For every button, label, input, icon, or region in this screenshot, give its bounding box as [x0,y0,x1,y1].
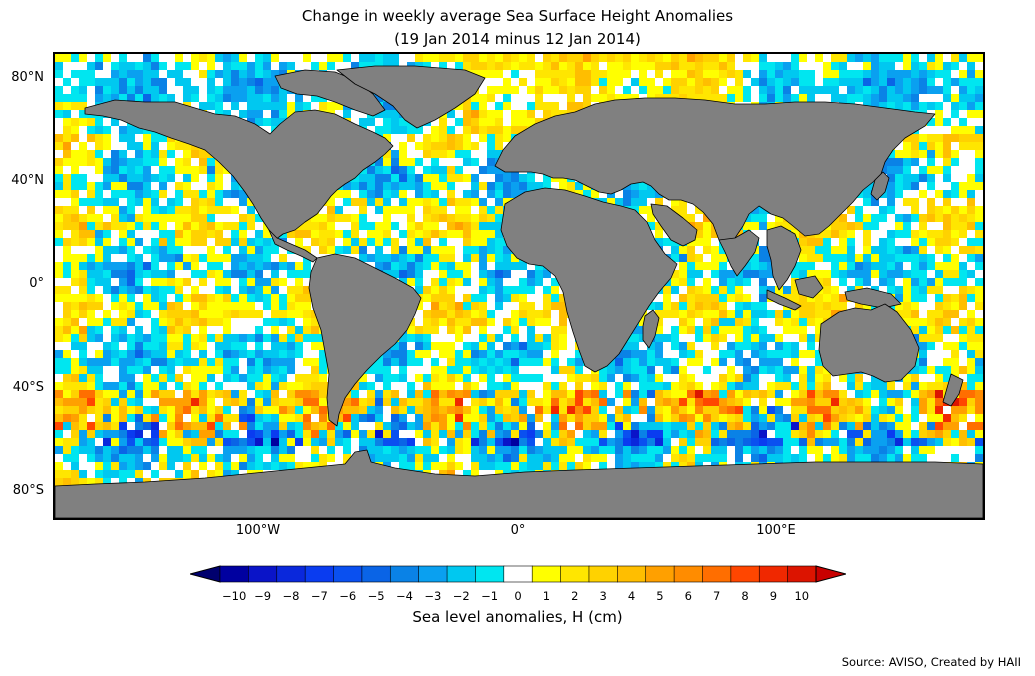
land-india [718,229,760,277]
colorbar-swatch [730,565,760,583]
colorbar-tick-label: −3 [424,589,442,603]
colorbar-extend-min [190,565,221,583]
colorbar-label: Sea level anomalies, H (cm) [412,608,623,626]
map-frame [53,52,985,520]
colorbar-tick-label: −6 [339,589,357,603]
colorbar-swatch [475,565,505,583]
colorbar-tick-label: 6 [684,589,692,603]
chart-title: Change in weekly average Sea Surface Hei… [301,7,734,25]
colorbar-swatch [702,565,732,583]
colorbar-tick-label: 4 [627,589,636,603]
colorbar-tick-label: −9 [254,589,272,603]
land-masses [55,65,983,518]
land-antarctica [55,449,983,518]
lat-label-40n: 40°N [11,173,44,188]
colorbar-tick-label: 3 [599,589,607,603]
colorbar-swatch [673,565,704,583]
colorbar-extend-max [815,565,846,583]
colorbar-swatch [531,565,562,583]
land-new-guinea [844,287,902,309]
colorbar-swatch [389,565,420,583]
colorbar-swatch [560,565,590,583]
lat-label-80n: 80°N [11,70,44,85]
colorbar-swatch [248,565,278,583]
colorbar-swatch [787,565,817,583]
land-north-america [84,99,394,241]
land-central-america [268,229,318,263]
colorbar-tick-label: −5 [367,589,385,603]
colorbar-tick-label: 10 [794,589,810,603]
colorbar-tick-label: −1 [481,589,499,603]
colorbar-swatch [645,565,675,583]
colorbar-tick-label: −10 [222,589,247,603]
land-eurasia [494,97,936,247]
lon-label-100e: 100°E [756,523,796,538]
colorbar-tick-label: 1 [542,589,551,603]
land-indonesia-1 [766,289,802,311]
colorbar-tick-label: −8 [282,589,300,603]
land-japan [870,171,890,201]
land-southeast-asia [766,225,802,291]
land-south-america [308,253,422,427]
colorbar-swatch [588,565,618,583]
lat-label-0: 0° [29,276,44,291]
land-arctic-islands [274,69,386,117]
colorbar-swatch [617,565,647,583]
colorbar-tick-label: 5 [656,589,664,603]
colorbar-swatch [276,565,306,583]
colorbar-tick-label: −2 [452,589,470,603]
land-australia [818,303,920,383]
colorbar-tick-label: 9 [769,589,778,603]
colorbar-tick-label: 8 [741,589,749,603]
colorbar-swatch [446,565,477,583]
land-indonesia-2 [794,275,824,299]
colorbar-swatch [304,565,335,583]
colorbar-tick-label: −7 [310,589,328,603]
colorbar-swatch [503,565,533,583]
land-africa [500,187,678,373]
colorbar-swatch [333,565,363,583]
colorbar-tick-label: 7 [712,589,721,603]
colorbar-swatch [758,565,789,583]
colorbar [190,565,846,583]
colorbar-swatch [219,565,249,583]
land-madagascar [642,309,660,349]
land-new-zealand [942,373,964,407]
colorbar-tick-label: 0 [514,589,522,603]
lat-label-80s: 80°S [12,483,44,498]
lat-label-40s: 40°S [12,380,44,395]
chart-subtitle: (19 Jan 2014 minus 12 Jan 2014) [394,30,641,48]
colorbar-tick-label: 2 [571,589,579,603]
lon-label-100w: 100°W [235,523,281,538]
lon-label-0: 0° [510,523,526,538]
source-note: Source: AVISO, Created by HAII [841,655,1021,669]
land-arabia [650,203,698,247]
colorbar-swatch [418,565,448,583]
colorbar-swatch [361,565,391,583]
anomaly-map [55,54,983,518]
colorbar-tick-label: −4 [395,589,413,603]
land-greenland [336,65,486,129]
